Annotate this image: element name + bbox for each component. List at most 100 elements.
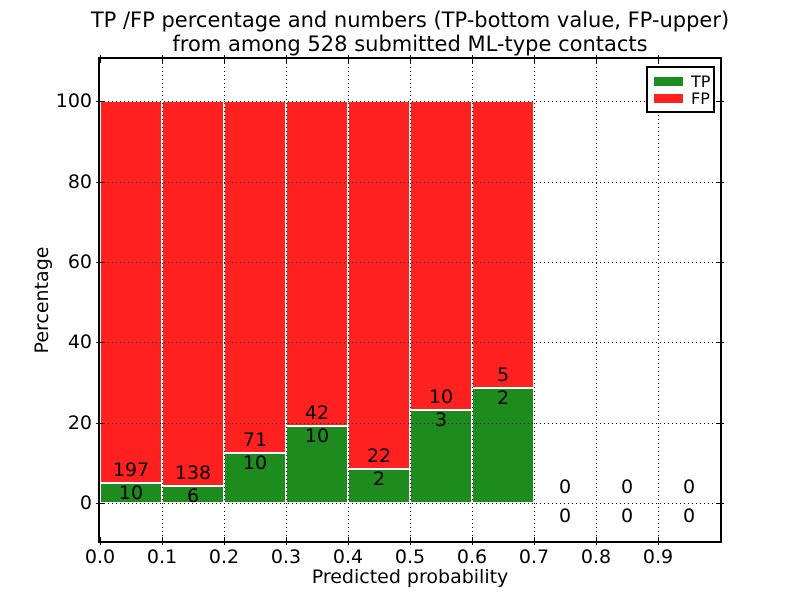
y-axis-tick <box>716 181 724 183</box>
y-axis-tick <box>96 342 104 344</box>
bar-segment-fp <box>348 101 410 470</box>
tp-count-label: 10 <box>118 482 144 505</box>
fp-count-label: 10 <box>428 386 454 409</box>
gridline-vertical <box>162 59 163 541</box>
legend-entry-fp: FP <box>648 90 713 107</box>
x-axis-tick <box>410 537 411 545</box>
y-axis-tick <box>716 422 724 424</box>
gridline-vertical <box>224 59 225 541</box>
x-axis-tick <box>162 55 163 63</box>
bar-segment-tp <box>348 469 410 503</box>
gridline-vertical <box>596 59 597 541</box>
x-tick-label: 0.3 <box>270 546 302 568</box>
x-axis-tick <box>658 55 659 63</box>
chart-title-line1: TP /FP percentage and numbers (TP-bottom… <box>90 8 730 32</box>
gridline-vertical <box>348 59 349 541</box>
bar-segment-fp <box>224 101 286 454</box>
bar-segment-fp <box>286 101 348 426</box>
fp-count-label: 197 <box>112 459 150 482</box>
chart-title: TP /FP percentage and numbers (TP-bottom… <box>91 8 729 56</box>
tp-count-label: 0 <box>620 504 634 527</box>
y-tick-label: 60 <box>67 250 92 273</box>
x-tick-label: 0.1 <box>146 546 178 568</box>
x-axis-tick <box>472 55 473 63</box>
y-axis-tick <box>716 502 724 504</box>
y-axis-tick <box>96 101 104 103</box>
bar-segment-tp <box>100 483 162 503</box>
x-axis-tick <box>162 537 163 545</box>
legend-entry-tp: TP <box>648 73 713 90</box>
gridline-vertical <box>658 59 659 541</box>
tp-count-label: 10 <box>304 424 330 447</box>
x-axis-tick <box>596 55 597 63</box>
legend-swatch-fp-icon <box>654 94 683 103</box>
x-axis-tick <box>596 537 597 545</box>
x-axis-tick <box>534 537 535 545</box>
legend-label-tp: TP <box>691 72 711 91</box>
tp-count-label: 0 <box>682 504 696 527</box>
fp-count-label: 0 <box>682 475 696 498</box>
y-axis-tick <box>96 502 104 504</box>
x-axis-tick <box>100 55 101 63</box>
x-tick-label: 0.5 <box>394 546 426 568</box>
y-tick-label: 80 <box>67 170 92 193</box>
x-tick-label: 0.0 <box>84 546 116 568</box>
x-tick-label: 0.7 <box>518 546 550 568</box>
tp-count-label: 2 <box>372 468 386 491</box>
y-axis-tick <box>96 181 104 183</box>
plot-area: TP FP 197 10 138 6 71 10 42 10 22 2 10 3 5 2 0 0 0 0 0 0 <box>96 55 724 545</box>
x-axis-tick <box>286 537 287 545</box>
tp-count-label: 6 <box>186 485 200 508</box>
y-axis-tick <box>716 261 724 263</box>
x-tick-label: 0.6 <box>456 546 488 568</box>
gridline-vertical <box>472 59 473 541</box>
chart-title-line2: from among 528 submitted ML-type contact… <box>172 32 648 56</box>
x-tick-label: 0.8 <box>580 546 612 568</box>
gridline-vertical <box>534 59 535 541</box>
bar-segment-fp <box>410 101 472 411</box>
x-axis-tick <box>410 55 411 63</box>
legend-swatch-tp-icon <box>654 77 683 86</box>
fp-count-label: 22 <box>366 445 392 468</box>
y-axis-tick <box>716 101 724 103</box>
legend: TP FP <box>646 66 715 113</box>
x-axis-tick <box>286 55 287 63</box>
fp-count-label: 0 <box>558 475 572 498</box>
x-tick-label: 0.9 <box>642 546 674 568</box>
x-axis-label: Predicted probability <box>311 566 509 588</box>
legend-label-fp: FP <box>691 89 710 108</box>
bar-segment-fp <box>162 101 224 487</box>
fp-count-label: 42 <box>304 401 330 424</box>
x-axis-tick <box>348 537 349 545</box>
x-tick-label: 0.4 <box>332 546 364 568</box>
y-axis-tick <box>96 261 104 263</box>
y-tick-label: 0 <box>79 491 92 514</box>
x-axis-tick <box>534 55 535 63</box>
tp-count-label: 3 <box>434 409 448 432</box>
x-axis-tick <box>224 55 225 63</box>
tp-count-label: 10 <box>242 452 268 475</box>
gridline-vertical <box>410 59 411 541</box>
fp-count-label: 138 <box>174 462 212 485</box>
x-axis-tick <box>224 537 225 545</box>
bar-segment-tp <box>472 388 534 503</box>
y-tick-label: 100 <box>55 90 92 113</box>
x-axis-tick <box>100 537 101 545</box>
y-axis-tick <box>96 422 104 424</box>
bar-segment-fp <box>100 101 162 484</box>
x-tick-label: 0.2 <box>208 546 240 568</box>
tp-count-label: 0 <box>558 504 572 527</box>
y-axis-tick <box>716 342 724 344</box>
fp-count-label: 71 <box>242 429 268 452</box>
x-axis-tick <box>658 537 659 545</box>
fp-count-label: 0 <box>620 475 634 498</box>
x-axis-tick <box>348 55 349 63</box>
bar-segment-tp <box>286 425 348 503</box>
x-axis-tick <box>472 537 473 545</box>
bar-segment-fp <box>472 101 534 389</box>
y-tick-label: 40 <box>67 331 92 354</box>
tp-count-label: 2 <box>496 387 510 410</box>
gridline-vertical <box>286 59 287 541</box>
fp-count-label: 5 <box>496 364 510 387</box>
